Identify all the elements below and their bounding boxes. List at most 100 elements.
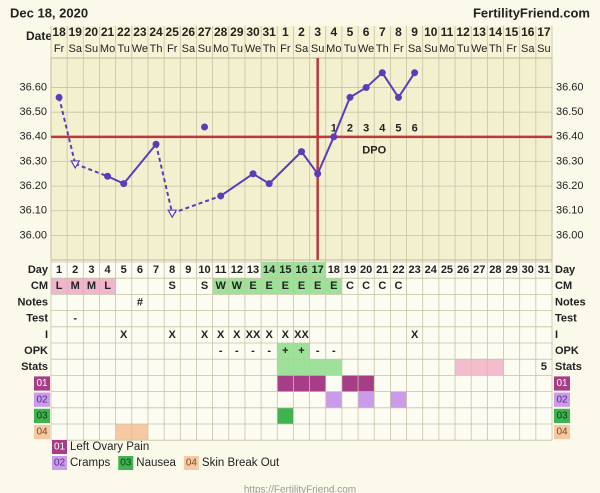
- temperature-segment: [122, 143, 157, 185]
- i-cell: X: [120, 329, 128, 341]
- i-cell: XX: [246, 329, 261, 341]
- legend-label: Cramps: [70, 457, 111, 469]
- weekday-label: Fr: [506, 43, 517, 55]
- date-header-bg: [51, 26, 552, 58]
- fertile-day-cell: [293, 262, 310, 279]
- cm-cell: S: [169, 280, 176, 292]
- days-cell: 30: [522, 264, 534, 276]
- y-tick-label-right: 36.00: [556, 229, 584, 241]
- days-cell: 20: [360, 264, 372, 276]
- temperature-segment: [155, 143, 174, 214]
- row-label: Stats: [21, 361, 48, 373]
- date-label: 10: [424, 25, 438, 39]
- date-label: 4: [330, 25, 337, 39]
- date-label: 1: [282, 25, 289, 39]
- date-label: 8: [395, 25, 402, 39]
- date-label: 3: [314, 25, 321, 39]
- symptom-cell: [309, 375, 326, 392]
- symptom-code: 03: [36, 411, 48, 422]
- opk-cell: -: [316, 345, 320, 357]
- legend-code: 03: [120, 458, 132, 469]
- dpo-label: DPO: [362, 145, 386, 157]
- row-label-right: Test: [555, 313, 577, 325]
- cm-cell: M: [71, 280, 80, 292]
- legend-label: Nausea: [136, 457, 176, 469]
- weekday-label: Fr: [393, 43, 404, 55]
- weekday-label: Th: [150, 43, 163, 55]
- stats-green-cell: [325, 359, 342, 376]
- stats-cell: 5: [541, 361, 547, 373]
- days-cell: 24: [425, 264, 438, 276]
- y-tick-label-right: 36.20: [556, 180, 584, 192]
- weekday-label: Fr: [54, 43, 65, 55]
- symptom-code-box: [34, 425, 50, 440]
- weekday-label: We: [132, 43, 148, 55]
- dpo-number: 5: [395, 123, 401, 135]
- days-cell: 4: [105, 264, 112, 276]
- cm-cell-bg: [83, 278, 100, 295]
- cm-cell: C: [378, 280, 386, 292]
- y-tick-label-right: 36.30: [556, 155, 584, 167]
- stats-green-cell: [293, 359, 310, 376]
- temperature-point: [55, 93, 63, 101]
- y-tick-label: 36.50: [19, 106, 47, 118]
- days-cell: 25: [441, 264, 453, 276]
- days-cell: 28: [489, 264, 501, 276]
- row-label: Day: [28, 264, 49, 276]
- weekday-label: Mo: [213, 43, 228, 55]
- y-tick-label: 36.00: [19, 229, 47, 241]
- days-cell: 21: [376, 264, 388, 276]
- stats-green-cell: [309, 359, 326, 376]
- date-label: 5: [347, 25, 354, 39]
- y-tick-label-right: 36.60: [556, 81, 584, 93]
- weekday-label: Th: [263, 43, 276, 55]
- row-label-right: Stats: [555, 361, 582, 373]
- opk-cell: -: [219, 345, 223, 357]
- stats-pink-cell: [487, 359, 504, 376]
- y-tick-label-right: 36.50: [556, 106, 584, 118]
- weekday-label: Th: [376, 43, 389, 55]
- i-cell: X: [201, 329, 209, 341]
- weekday-label: Su: [537, 43, 550, 55]
- temperature-point: [346, 93, 354, 101]
- date-label: 11: [441, 25, 454, 39]
- symptom-cell: [293, 375, 310, 392]
- date-label: 16: [521, 25, 535, 39]
- temperature-point: [217, 192, 225, 200]
- opk-cell: +: [298, 345, 304, 357]
- cm-cell: E: [314, 280, 321, 292]
- legend-swatch: [183, 456, 199, 470]
- date-label: 26: [182, 25, 196, 39]
- days-cell: 10: [198, 264, 210, 276]
- i-cell: X: [217, 329, 225, 341]
- y-tick-label-right: 36.40: [556, 131, 584, 143]
- cm-cell: M: [87, 280, 96, 292]
- days-cell: 27: [473, 264, 485, 276]
- temperature-segment: [220, 172, 254, 197]
- temperature-segment: [300, 151, 319, 175]
- cm-cell-bg: [99, 278, 116, 295]
- temperature-point: [314, 170, 322, 178]
- i-cell: X: [411, 329, 419, 341]
- date-label: 28: [214, 25, 228, 39]
- dpo-number: 3: [363, 123, 369, 135]
- fertile-day-cell: [309, 262, 326, 279]
- days-cell: 19: [344, 264, 356, 276]
- date-label: 9: [411, 25, 418, 39]
- days-cell: 14: [263, 264, 276, 276]
- opk-cell-bg: [277, 343, 294, 360]
- cm-cell-bg: [277, 278, 294, 295]
- date-label: 24: [149, 25, 163, 39]
- symptom-code-box-right: [554, 392, 570, 407]
- temperature-point: [201, 123, 209, 131]
- days-cell: 15: [279, 264, 291, 276]
- cm-cell-bg: [228, 278, 245, 295]
- stats-green-cell: [277, 359, 294, 376]
- cm-cell-bg: [293, 278, 310, 295]
- temperature-segment: [268, 150, 303, 185]
- opk-cell: -: [251, 345, 255, 357]
- temperature-point-discarded: [70, 160, 81, 170]
- weekday-label: Fr: [167, 43, 178, 55]
- site-name: FertilityFriend.com: [473, 5, 590, 20]
- legend-label: Left Ovary Pain: [70, 441, 149, 453]
